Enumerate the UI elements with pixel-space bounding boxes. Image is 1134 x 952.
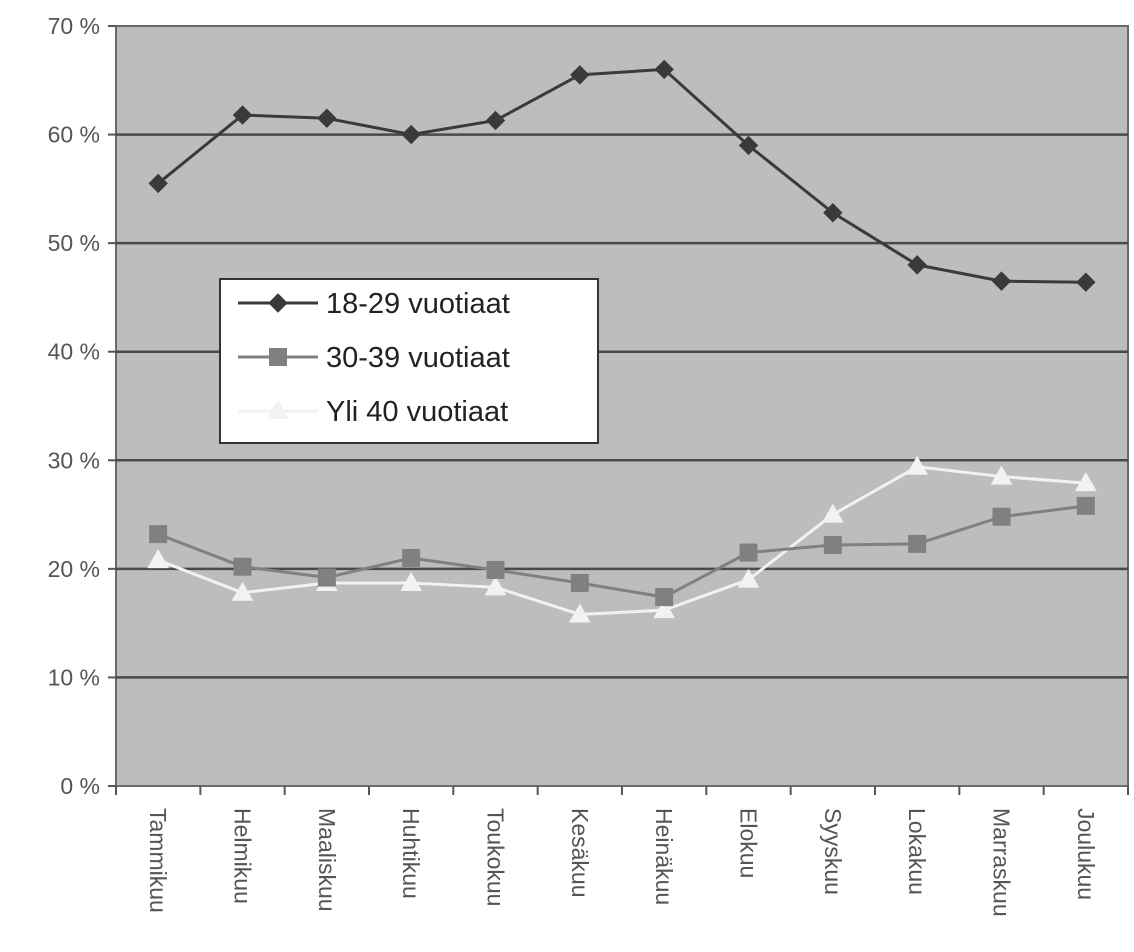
data-point	[485, 110, 506, 131]
y-tick-label: 50 %	[48, 230, 100, 256]
data-point	[738, 135, 759, 156]
legend-item: 30-39 vuotiaat	[238, 342, 510, 374]
data-point	[486, 560, 505, 579]
data-point	[992, 507, 1011, 526]
legend-marker	[269, 348, 287, 366]
data-point	[402, 549, 421, 567]
axes: 0 % 10 % 20 % 30 % 40 % 50 % 60 % 70 % Tammikuu H…	[48, 13, 1129, 917]
data-point	[823, 535, 842, 554]
y-tick-label: 0 %	[60, 773, 100, 799]
x-tick-label: Elokuu	[736, 808, 762, 878]
x-tick-label: Joulukuu	[1073, 808, 1099, 900]
data-point	[568, 603, 591, 623]
series-line	[157, 465, 1086, 616]
x-tick-label: Maaliskuu	[314, 808, 340, 912]
data-point	[653, 599, 676, 619]
data-point	[908, 534, 927, 553]
y-tick-label: 60 %	[48, 122, 100, 148]
data-point	[147, 549, 170, 569]
data-point	[821, 503, 844, 523]
data-point	[1076, 496, 1095, 515]
x-tick-label: Lokakuu	[904, 808, 930, 895]
data-point	[737, 568, 760, 588]
data-point	[1076, 272, 1096, 292]
data-point	[484, 576, 507, 596]
x-tick-label: Toukokuu	[483, 808, 509, 906]
data-point	[654, 59, 674, 80]
x-tick-label: Heinäkuu	[651, 808, 677, 905]
x-tick-label: Syyskuu	[820, 808, 846, 895]
data-point	[149, 525, 168, 544]
legend-label: 18-29 vuotiaat	[326, 288, 510, 320]
data-point	[231, 581, 254, 601]
y-tick-label: 70 %	[48, 13, 100, 39]
legend-item: Yli 40 vuotiaat	[238, 396, 508, 428]
data-point	[739, 543, 758, 562]
y-tick-label: 20 %	[48, 556, 100, 582]
data-point	[401, 124, 421, 145]
data-point	[232, 105, 253, 125]
data-point	[317, 108, 337, 128]
x-tick-label: Helmikuu	[230, 808, 256, 904]
y-tick-label: 10 %	[48, 664, 100, 690]
series-line	[157, 67, 1086, 284]
series-2	[149, 496, 1095, 607]
data-point	[317, 568, 336, 587]
data-point	[655, 588, 674, 607]
data-point	[233, 557, 252, 576]
legend-marker	[268, 293, 288, 313]
series-1	[148, 59, 1096, 292]
legend: 18-29 vuotiaat 30-39 vuotiaat Yli 40 vuoti…	[219, 278, 599, 444]
series-layer	[147, 59, 1097, 623]
data-point	[1074, 472, 1097, 492]
data-point	[570, 573, 589, 592]
legend-label: Yli 40 vuotiaat	[326, 396, 508, 428]
x-tick-label: Tammikuu	[145, 808, 171, 913]
legend-item: 18-29 vuotiaat	[238, 288, 510, 320]
gridlines	[116, 133, 1128, 679]
series-3	[147, 455, 1097, 623]
data-point	[907, 255, 927, 275]
data-point	[148, 173, 168, 194]
y-tick-label: 40 %	[48, 339, 100, 365]
legend-label: 30-39 vuotiaat	[326, 342, 510, 374]
x-tick-label: Huhtikuu	[398, 808, 424, 899]
data-point	[823, 203, 843, 223]
legend-marker	[267, 399, 289, 419]
x-tick-label: Kesäkuu	[567, 808, 593, 898]
data-point	[991, 271, 1012, 291]
data-point	[990, 465, 1013, 485]
series-line	[157, 504, 1087, 599]
data-point	[400, 571, 423, 591]
y-tick-label: 30 %	[48, 447, 100, 473]
data-point	[570, 65, 590, 85]
x-tick-label: Marraskuu	[989, 808, 1015, 917]
data-point	[906, 455, 929, 475]
